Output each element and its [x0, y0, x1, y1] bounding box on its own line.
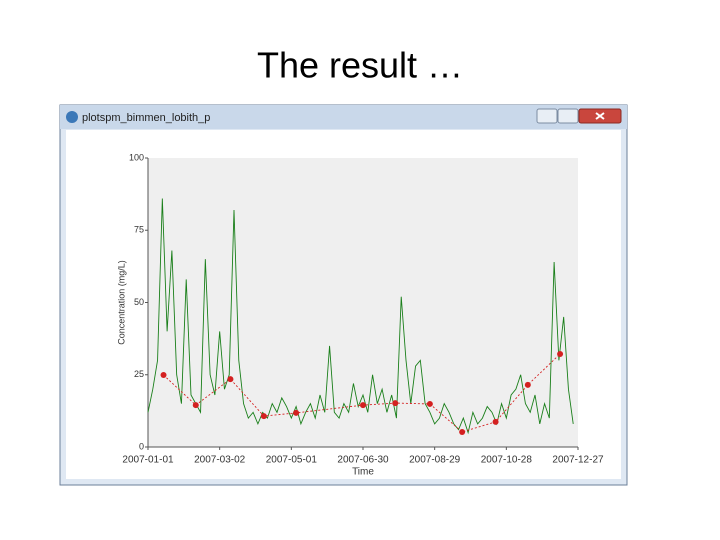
series-line: [147, 198, 574, 435]
minimize-button[interactable]: [536, 108, 558, 124]
data-point: [160, 372, 167, 379]
y-axis-label: Concentration (mg/L): [116, 260, 126, 345]
data-point: [492, 418, 499, 425]
y-tick-label: 0: [139, 441, 144, 451]
x-tick-label: 2007-06-30: [337, 455, 389, 466]
plot-area: [148, 158, 578, 447]
y-tick-label: 50: [134, 297, 144, 307]
data-point: [227, 376, 234, 383]
slide-title: The result …: [257, 45, 463, 86]
data-point: [293, 409, 300, 416]
maximize-button[interactable]: [557, 108, 579, 124]
x-tick-label: 2007-05-01: [266, 455, 318, 466]
series-line: [163, 353, 561, 433]
data-point: [360, 402, 366, 409]
data-point: [426, 400, 433, 407]
x-tick-label: 2007-08-29: [409, 455, 461, 466]
window-title: plotspm_bimmen_lobith_p: [82, 112, 210, 124]
window-titlebar: [60, 105, 627, 129]
y-tick-label: 75: [134, 225, 144, 235]
y-tick-label: 25: [134, 369, 144, 379]
x-tick-label: 2007-12-27: [552, 455, 604, 466]
close-icon: [595, 112, 605, 120]
window-icon: [66, 111, 78, 123]
data-point: [392, 400, 399, 407]
x-tick-label: 2007-01-01: [122, 455, 174, 466]
data-point: [524, 381, 531, 388]
data-point: [557, 350, 564, 357]
y-tick-label: 100: [129, 152, 144, 162]
chart: 0 25 50 75 100 2007-01-01 2007-03-02 2007-05-01…: [116, 152, 604, 477]
data-point: [192, 402, 199, 409]
data-point: [260, 413, 267, 420]
x-tick-label: 2007-10-28: [481, 455, 533, 466]
data-point: [459, 428, 466, 435]
x-tick-label: 2007-03-02: [194, 455, 246, 466]
x-axis-label: Time: [352, 467, 374, 478]
